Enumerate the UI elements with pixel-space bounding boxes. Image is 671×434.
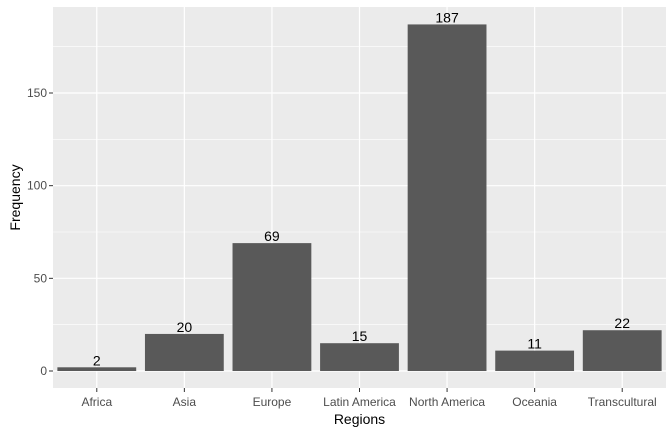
bar-transcultural	[582, 330, 662, 371]
data-label: 22	[614, 315, 630, 331]
x-axis-title: Regions	[334, 411, 385, 427]
x-tick-label: Oceania	[512, 395, 557, 409]
y-tick-label: 50	[34, 271, 48, 285]
x-tick-label: Asia	[173, 395, 197, 409]
bar-latin-america	[320, 343, 399, 371]
data-label: 2	[93, 352, 101, 368]
bar-north-america	[407, 24, 487, 371]
bar-europe	[232, 243, 312, 371]
x-tick-label: Africa	[81, 395, 112, 409]
bar-oceania	[495, 350, 575, 371]
x-tick-label: North America	[409, 395, 485, 409]
y-tick-label: 150	[27, 86, 47, 100]
y-axis-title: Frequency	[7, 164, 23, 230]
data-label: 187	[435, 9, 459, 25]
data-label: 11	[527, 336, 542, 352]
data-label: 15	[352, 328, 368, 344]
x-tick-label: Latin America	[323, 395, 396, 409]
y-tick-label: 0	[40, 364, 47, 378]
bar-africa	[57, 367, 137, 371]
data-label: 69	[264, 228, 280, 244]
bar-asia	[144, 333, 224, 371]
x-tick-label: Transcultural	[588, 395, 657, 409]
y-tick-label: 100	[27, 179, 47, 193]
x-tick-label: Europe	[253, 395, 292, 409]
data-label: 20	[177, 319, 193, 335]
